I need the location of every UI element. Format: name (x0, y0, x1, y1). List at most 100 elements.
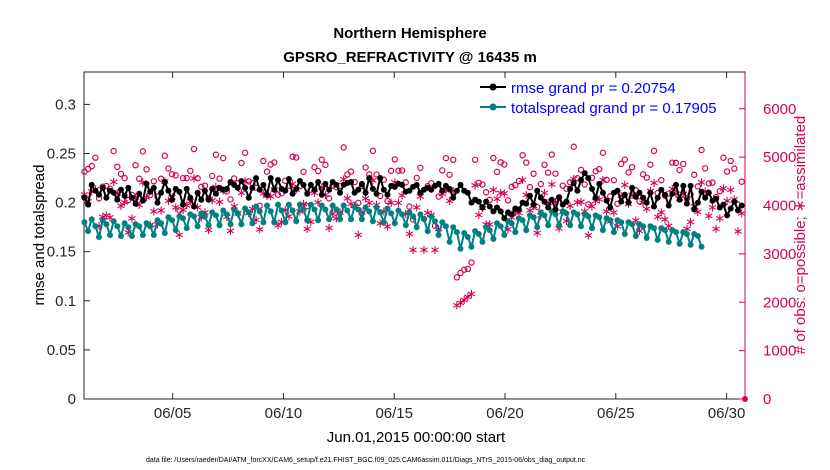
totalspread-point (348, 216, 354, 223)
totalspread-point (421, 216, 427, 223)
obs-assimilated-marker: ∗ (203, 223, 214, 238)
obs-possible-marker (585, 201, 592, 208)
obs-assimilated-marker: ∗ (320, 188, 331, 203)
obs-possible-marker (387, 167, 395, 175)
rmse-point (662, 191, 668, 198)
rmse-point (596, 180, 603, 187)
rmse-point (260, 181, 267, 188)
obs-assimilated-marker: ∗ (331, 211, 342, 226)
obs-assimilated-marker: ∗ (404, 227, 415, 242)
rmse-point (315, 179, 322, 185)
obs-assimilated-marker: ∗ (524, 203, 535, 218)
totalspread-point (337, 216, 343, 223)
obs-possible-marker (314, 167, 322, 175)
totalspread-point (610, 229, 617, 236)
obs-possible-marker (263, 168, 271, 175)
totalspread-point (391, 220, 398, 227)
totalspread-point (490, 235, 497, 242)
obs-assimilated-marker: ∗ (703, 209, 714, 224)
y-tick-right-label: 6000 (763, 101, 796, 118)
obs-possible-marker (347, 168, 355, 175)
rmse-point (625, 199, 632, 206)
rmse-point (446, 185, 453, 192)
obs-assimilated-marker: ∗ (462, 290, 473, 305)
obs-possible-marker (373, 171, 380, 178)
obs-possible-marker (559, 182, 566, 189)
rmse-point (304, 190, 311, 197)
rmse-point (223, 185, 230, 192)
totalspread-point (687, 241, 694, 248)
totalspread-point (497, 223, 504, 230)
totalspread-point (665, 238, 672, 245)
obs-possible-marker (165, 165, 172, 172)
rmse-point (643, 199, 650, 206)
obs-assimilated-marker: ∗ (225, 224, 236, 239)
rmse-point (464, 189, 471, 196)
totalspread-point (136, 223, 143, 230)
totalspread-point (501, 232, 508, 238)
totalspread-point (694, 233, 701, 239)
obs-assimilated-marker: ∗ (400, 207, 411, 222)
obs-assimilated-marker: ∗ (338, 173, 349, 188)
rmse-point (118, 186, 124, 193)
obs-assimilated-marker: ∗ (382, 219, 393, 234)
x-tick-label: 06/10 (265, 405, 303, 422)
obs-possible-marker (406, 203, 413, 210)
obs-assimilated-marker: ∗ (280, 203, 291, 218)
rmse-point (406, 187, 413, 194)
totalspread-point (99, 217, 106, 224)
obs-possible-marker (610, 177, 618, 184)
totalspread-point (271, 219, 278, 226)
rmse-point (285, 176, 292, 182)
rmse-point (139, 197, 146, 204)
obs-assimilated-marker: ∗ (240, 174, 251, 189)
rmse-point (326, 186, 333, 193)
totalspread-point (110, 218, 117, 225)
obs-assimilated-marker: ∗ (346, 197, 357, 212)
obs-possible-marker (219, 154, 227, 162)
totalspread-point (172, 227, 179, 234)
rmse-point (322, 180, 329, 187)
y-tick-right-label: 0 (763, 391, 771, 408)
totalspread-point (139, 232, 146, 238)
totalspread-point (629, 221, 636, 228)
rmse-point (636, 189, 643, 196)
rmse-point (556, 194, 563, 201)
rmse-point (176, 188, 183, 195)
obs-assimilated-marker: ∗ (470, 179, 481, 194)
obs-assimilated-marker: ∗ (134, 198, 145, 213)
rmse-point (293, 185, 300, 192)
obs-possible-marker (672, 159, 680, 167)
obs-possible-marker (161, 152, 168, 159)
totalspread-series (81, 201, 705, 252)
rmse-point (523, 200, 530, 207)
obs-assimilated-marker: ∗ (473, 208, 484, 223)
chart-subtitle: GPSRO_REFRACTIVITY @ 16435 m (283, 49, 537, 66)
obs-possible-marker (599, 149, 607, 156)
rmse-point (337, 189, 343, 196)
totalspread-point (439, 219, 446, 226)
totalspread-point (676, 240, 683, 247)
totalspread-point (282, 219, 289, 226)
obs-possible-marker (271, 159, 278, 166)
obs-assimilated-marker: ∗ (294, 204, 305, 219)
obs-possible-marker (110, 147, 117, 155)
obs-assimilated-marker: ∗ (152, 217, 163, 232)
rmse-point (96, 191, 102, 198)
obs-assimilated-marker: ∗ (126, 212, 137, 227)
y-tick-label: 0.3 (55, 96, 76, 113)
rmse-point (515, 206, 522, 213)
totalspread-point (362, 204, 369, 211)
rmse-point (369, 185, 376, 192)
rmse-point (683, 200, 690, 207)
totalspread-point (698, 243, 705, 250)
x-tick-label: 06/15 (375, 405, 413, 422)
totalspread-point (545, 222, 552, 229)
rmse-point (348, 179, 354, 185)
totalspread-point (453, 229, 460, 236)
obs-assimilated-marker: ∗ (247, 202, 258, 217)
obs-assimilated-marker: ∗ (408, 243, 419, 258)
rmse-point (534, 187, 541, 194)
obs-assimilated-marker: ∗ (466, 287, 477, 302)
obs-possible-marker (413, 174, 420, 182)
